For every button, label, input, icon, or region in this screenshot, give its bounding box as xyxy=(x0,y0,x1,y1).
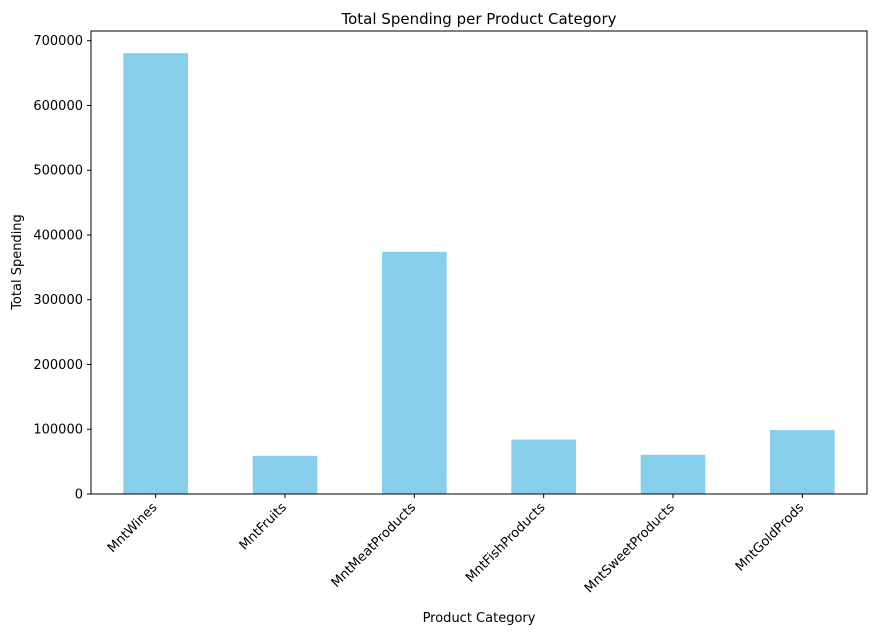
x-axis-ticks: MntWines MntFruits MntMeatProducts MntFishP… xyxy=(105,494,807,596)
y-tick-label: 100000 xyxy=(33,423,83,438)
bar-MntFishProducts xyxy=(511,439,576,494)
y-tick-label: 600000 xyxy=(33,99,83,114)
x-tick-label: MntFruits xyxy=(237,500,290,553)
y-tick-label: 500000 xyxy=(33,164,83,179)
bar-MntMeatProducts xyxy=(382,251,447,494)
y-tick-label: 400000 xyxy=(33,228,83,243)
y-tick-label: 200000 xyxy=(33,358,83,373)
x-tick-label: MntFishProducts xyxy=(463,500,549,586)
bar-MntFruits xyxy=(252,455,318,494)
y-tick-label: 0 xyxy=(75,488,83,503)
y-tick-label: 700000 xyxy=(33,34,83,49)
x-tick-label: MntSweetProducts xyxy=(582,500,678,596)
x-tick-label: MntWines xyxy=(105,500,161,556)
x-tick-label: MntMeatProducts xyxy=(329,500,420,591)
bar-MntSweetProducts xyxy=(640,454,706,494)
chart-title: Total Spending per Product Category xyxy=(341,10,617,28)
x-tick-label: MntGoldProds xyxy=(733,500,807,574)
plot-frame xyxy=(90,30,868,495)
x-axis-label: Product Category xyxy=(423,611,536,626)
bars-group xyxy=(123,53,835,495)
y-axis-ticks: 0 100000 200000 300000 400000 500000 600000 700… xyxy=(33,34,91,503)
y-axis-label: Total Spending xyxy=(10,214,25,311)
bar-MntWines xyxy=(123,53,188,495)
bar-MntGoldProds xyxy=(770,430,835,494)
y-tick-label: 300000 xyxy=(33,293,83,308)
